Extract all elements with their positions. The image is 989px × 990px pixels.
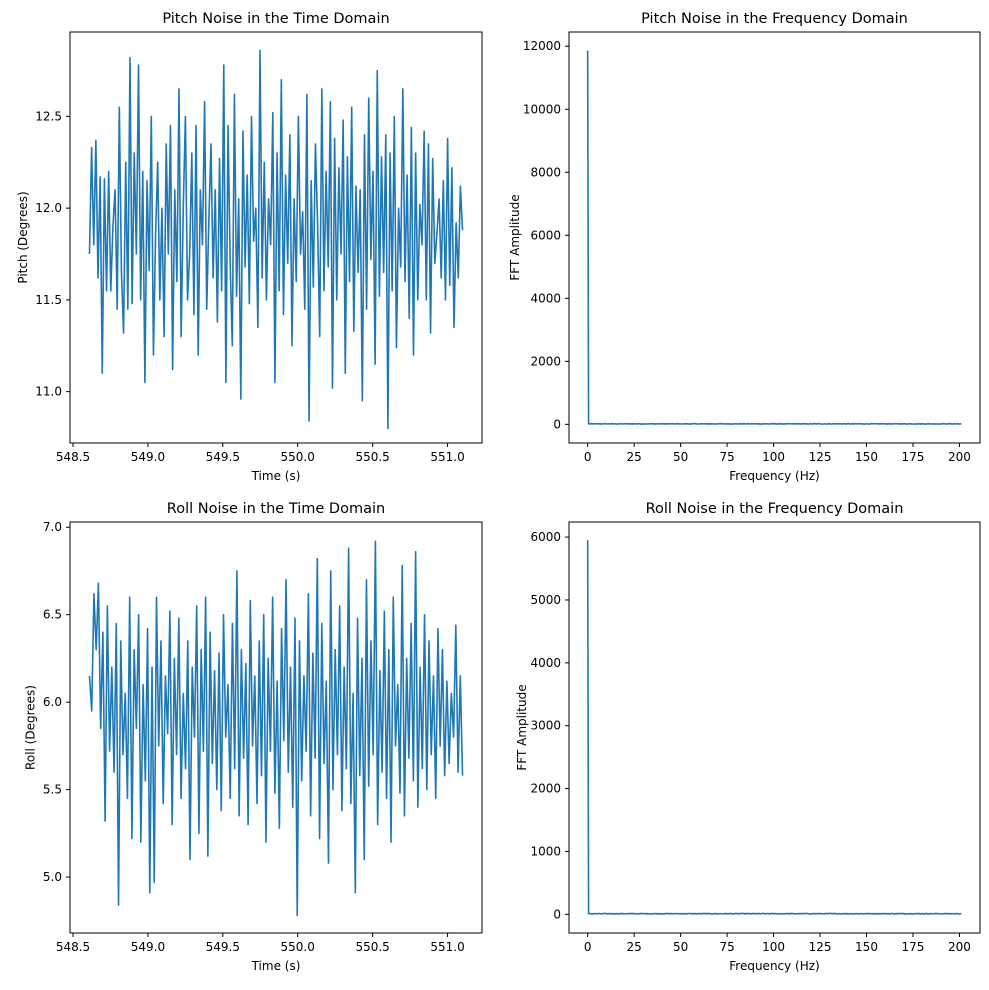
- roll-time-y-tick-label: 5.5: [43, 783, 62, 797]
- roll-freq-x-tick-label: 125: [809, 940, 832, 954]
- roll-time-y-tick-label: 6.5: [43, 608, 62, 622]
- roll-time-x-tick-label: 548.5: [56, 940, 90, 954]
- roll-time-x-tick-label: 550.5: [355, 940, 389, 954]
- roll-time-axes-frame: [69, 521, 483, 934]
- roll-freq-y-tick-label: 5000: [530, 593, 561, 607]
- roll-freq-y-tick-label: 1000: [530, 844, 561, 858]
- pitch-freq-x-tick-label: 200: [948, 450, 971, 464]
- pitch-freq-x-tick-label: 0: [584, 450, 592, 464]
- pitch-freq-y-tick-label: 2000: [530, 354, 561, 368]
- pitch-time-series-line: [88, 49, 464, 430]
- pitch-time-x-tick-label: 551.0: [430, 450, 464, 464]
- roll-freq-y-axis-label: FFT Amplitude: [515, 684, 529, 770]
- roll-time-x-tick-label: 550.0: [281, 940, 315, 954]
- roll-time-x-tick-label: 549.5: [206, 940, 240, 954]
- pitch-freq-x-tick-label: 175: [902, 450, 925, 464]
- pitch-time-y-tick-label: 12.5: [35, 109, 62, 123]
- roll-freq-x-tick-label: 150: [855, 940, 878, 954]
- roll-freq-x-tick-label: 25: [627, 940, 642, 954]
- pitch-freq-y-tick-label: 4000: [530, 291, 561, 305]
- pitch-time-x-tick-label: 548.5: [56, 450, 90, 464]
- roll-freq-y-tick-label: 2000: [530, 782, 561, 796]
- pitch-freq-y-axis-label: FFT Amplitude: [508, 194, 522, 280]
- roll-freq-y-tick-label: 6000: [530, 530, 561, 544]
- pitch-time-y-axis-label: Pitch (Degrees): [16, 191, 30, 283]
- roll-freq-x-tick-label: 75: [719, 940, 734, 954]
- pitch-freq-series-line: [586, 50, 962, 425]
- pitch-freq-x-tick-label: 100: [762, 450, 785, 464]
- roll-freq-x-tick-label: 100: [762, 940, 785, 954]
- pitch-freq-x-tick-label: 125: [809, 450, 832, 464]
- roll-freq-y-tick-label: 4000: [530, 656, 561, 670]
- pitch-freq-x-tick-label: 75: [719, 450, 734, 464]
- pitch-freq-y-tick-label: 0: [553, 417, 561, 431]
- pitch-freq-x-tick-label: 50: [673, 450, 688, 464]
- roll-time-chart: 548.5 549.0 549.5 550.0 550.5 551.0 5.0 5.5 6.0 6…: [23, 501, 483, 973]
- pitch-freq-title: Pitch Noise in the Frequency Domain: [641, 11, 908, 27]
- roll-freq-title: Roll Noise in the Frequency Domain: [646, 501, 904, 517]
- pitch-freq-y-tick-label: 12000: [523, 39, 561, 53]
- roll-freq-chart: 0 25 50 75 100 125 150 175 200010002000300040005…: [515, 501, 981, 973]
- pitch-time-x-tick-label: 549.0: [131, 450, 165, 464]
- roll-freq-x-axis-label: Frequency (Hz): [729, 959, 820, 973]
- pitch-freq-y-tick-label: 6000: [530, 228, 561, 242]
- roll-freq-series-line: [586, 540, 962, 915]
- pitch-time-title: Pitch Noise in the Time Domain: [162, 11, 389, 27]
- pitch-freq-axes-frame: [568, 31, 981, 444]
- roll-time-x-tick-label: 549.0: [131, 940, 165, 954]
- roll-freq-y-tick-label: 3000: [530, 719, 561, 733]
- pitch-freq-x-tick-label: 150: [855, 450, 878, 464]
- roll-time-series-line: [88, 540, 464, 917]
- pitch-freq-y-tick-label: 8000: [530, 165, 561, 179]
- roll-freq-x-tick-label: 200: [948, 940, 971, 954]
- pitch-time-chart: 548.5 549.0 549.5 550.0 550.5 551.0 11.0 11.5 12…: [16, 11, 483, 483]
- pitch-time-x-axis-label: Time (s): [251, 469, 301, 483]
- roll-freq-y-tick-label: 0: [553, 907, 561, 921]
- roll-freq-axes-frame: [568, 521, 981, 934]
- pitch-freq-y-tick-label: 10000: [523, 102, 561, 116]
- pitch-time-x-tick-label: 549.5: [206, 450, 240, 464]
- pitch-time-x-tick-label: 550.5: [355, 450, 389, 464]
- pitch-freq-chart: 0 25 50 75 100 125 150 175 200020004000600080001…: [508, 11, 981, 483]
- roll-time-y-axis-label: Roll (Degrees): [23, 685, 37, 770]
- roll-time-title: Roll Noise in the Time Domain: [167, 501, 385, 517]
- roll-time-y-tick-label: 5.0: [43, 870, 62, 884]
- pitch-freq-x-tick-label: 25: [627, 450, 642, 464]
- pitch-freq-x-axis-label: Frequency (Hz): [729, 469, 820, 483]
- roll-time-x-axis-label: Time (s): [251, 959, 301, 973]
- roll-time-y-tick-label: 6.0: [43, 695, 62, 709]
- roll-freq-x-tick-label: 0: [584, 940, 592, 954]
- roll-time-y-tick-label: 7.0: [43, 520, 62, 534]
- pitch-time-axes-frame: [69, 31, 483, 444]
- pitch-time-x-tick-label: 550.0: [281, 450, 315, 464]
- pitch-time-y-tick-label: 11.0: [35, 385, 62, 399]
- roll-freq-x-tick-label: 175: [902, 940, 925, 954]
- roll-time-x-tick-label: 551.0: [430, 940, 464, 954]
- pitch-time-y-tick-label: 11.5: [35, 293, 62, 307]
- pitch-time-y-tick-label: 12.0: [35, 201, 62, 215]
- roll-freq-x-tick-label: 50: [673, 940, 688, 954]
